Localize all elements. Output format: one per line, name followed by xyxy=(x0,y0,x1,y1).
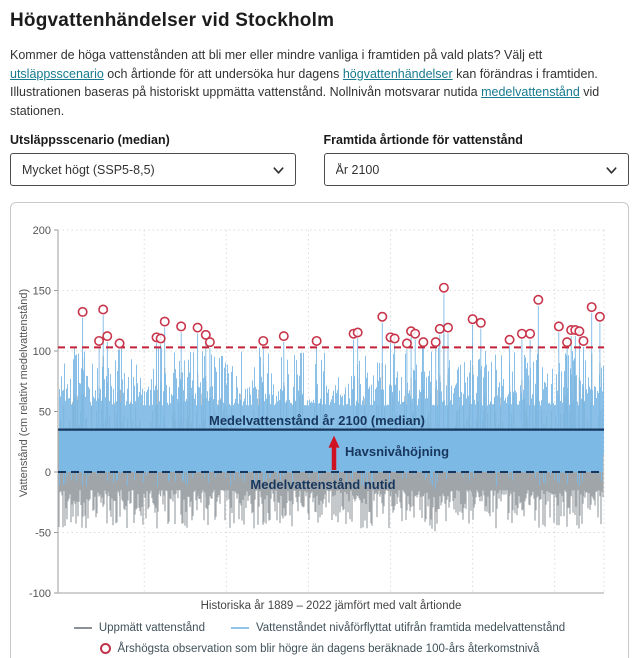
annotation-mean-now-label: Medelvattenstånd nutid xyxy=(250,477,395,492)
legend-row: Uppmätt vattenstånd Vattenståndet nivåfö… xyxy=(17,617,622,638)
y-axis-title: Vattenstånd (cm relativt medelvattenstån… xyxy=(18,289,30,497)
decade-label: Framtida årtionde för vattenstånd xyxy=(323,133,523,147)
svg-text:200: 200 xyxy=(33,225,51,237)
legend-item-shifted: Vattenståndet nivåförflyttat utifrån fra… xyxy=(230,621,566,634)
legend-label: Uppmätt vattenstånd xyxy=(98,621,205,634)
link-utslappsscenario[interactable]: utsläppsscenario xyxy=(10,66,104,81)
controls-row: Utsläppsscenario (median) Mycket högt (S… xyxy=(10,133,629,186)
chart-card: 200 150 100 50 0 -50 -100 Vattenstånd (cm rela… xyxy=(10,202,629,658)
gray-line-swatch xyxy=(73,626,92,629)
intro-text: Kommer de höga vattenstånden att bli mer… xyxy=(10,46,632,120)
svg-text:50: 50 xyxy=(39,407,51,419)
legend-label: Årshögsta observation som blir högre än … xyxy=(117,642,540,655)
intro-segment: kan förändras i framtiden. Illustratione… xyxy=(10,66,598,100)
decade-field: Framtida årtionde för vattenstånd År 210… xyxy=(323,133,629,186)
legend-row: Årshögsta observation som blir högre än … xyxy=(17,638,622,658)
intro-segment: och årtionde för att undersöka hur dagen… xyxy=(103,66,343,81)
svg-text:150: 150 xyxy=(33,286,51,298)
svg-text:100: 100 xyxy=(33,346,51,358)
page-title: Högvattenhändelser vid Stockholm xyxy=(10,10,335,31)
legend-label: Vattenståndet nivåförflyttat utifrån fra… xyxy=(255,621,566,634)
x-axis-title: Historiska år 1889 – 2022 jämfört med va… xyxy=(201,600,462,612)
link-hogvattenhandelser[interactable]: högvattenhändelser xyxy=(342,66,453,81)
blue-line-swatch xyxy=(230,626,249,629)
annotation-sea-level-rise-label: Havsnivåhöjning xyxy=(345,444,449,459)
link-medelvattenstand[interactable]: medelvattenstånd xyxy=(481,85,580,99)
scenario-field: Utsläppsscenario (median) Mycket högt (S… xyxy=(10,133,296,186)
red-circle-swatch xyxy=(99,643,111,654)
water-level-chart: 200 150 100 50 0 -50 -100 Vattenstånd (cm rela… xyxy=(18,225,605,612)
scenario-label: Utsläppsscenario (median) xyxy=(10,133,170,147)
svg-text:-50: -50 xyxy=(35,528,51,540)
legend-item-measured: Uppmätt vattenstånd xyxy=(73,621,205,634)
chart-legend: Uppmätt vattenstånd Vattenståndet nivåfö… xyxy=(11,615,628,658)
legend-item-annual-max: Årshögsta observation som blir högre än … xyxy=(99,642,540,655)
svg-text:-100: -100 xyxy=(29,588,51,600)
intro-segment: vid stationen. xyxy=(10,85,600,118)
svg-text:0: 0 xyxy=(45,467,51,479)
intro-segment: Kommer de höga vattenstånden att bli mer… xyxy=(10,48,543,62)
scenario-select[interactable]: Mycket högt (SSP5-8,5) xyxy=(10,153,296,186)
decade-select[interactable]: År 2100 xyxy=(323,153,629,186)
annotation-mean-future-label: Medelvattenstånd år 2100 (median) xyxy=(209,413,425,428)
